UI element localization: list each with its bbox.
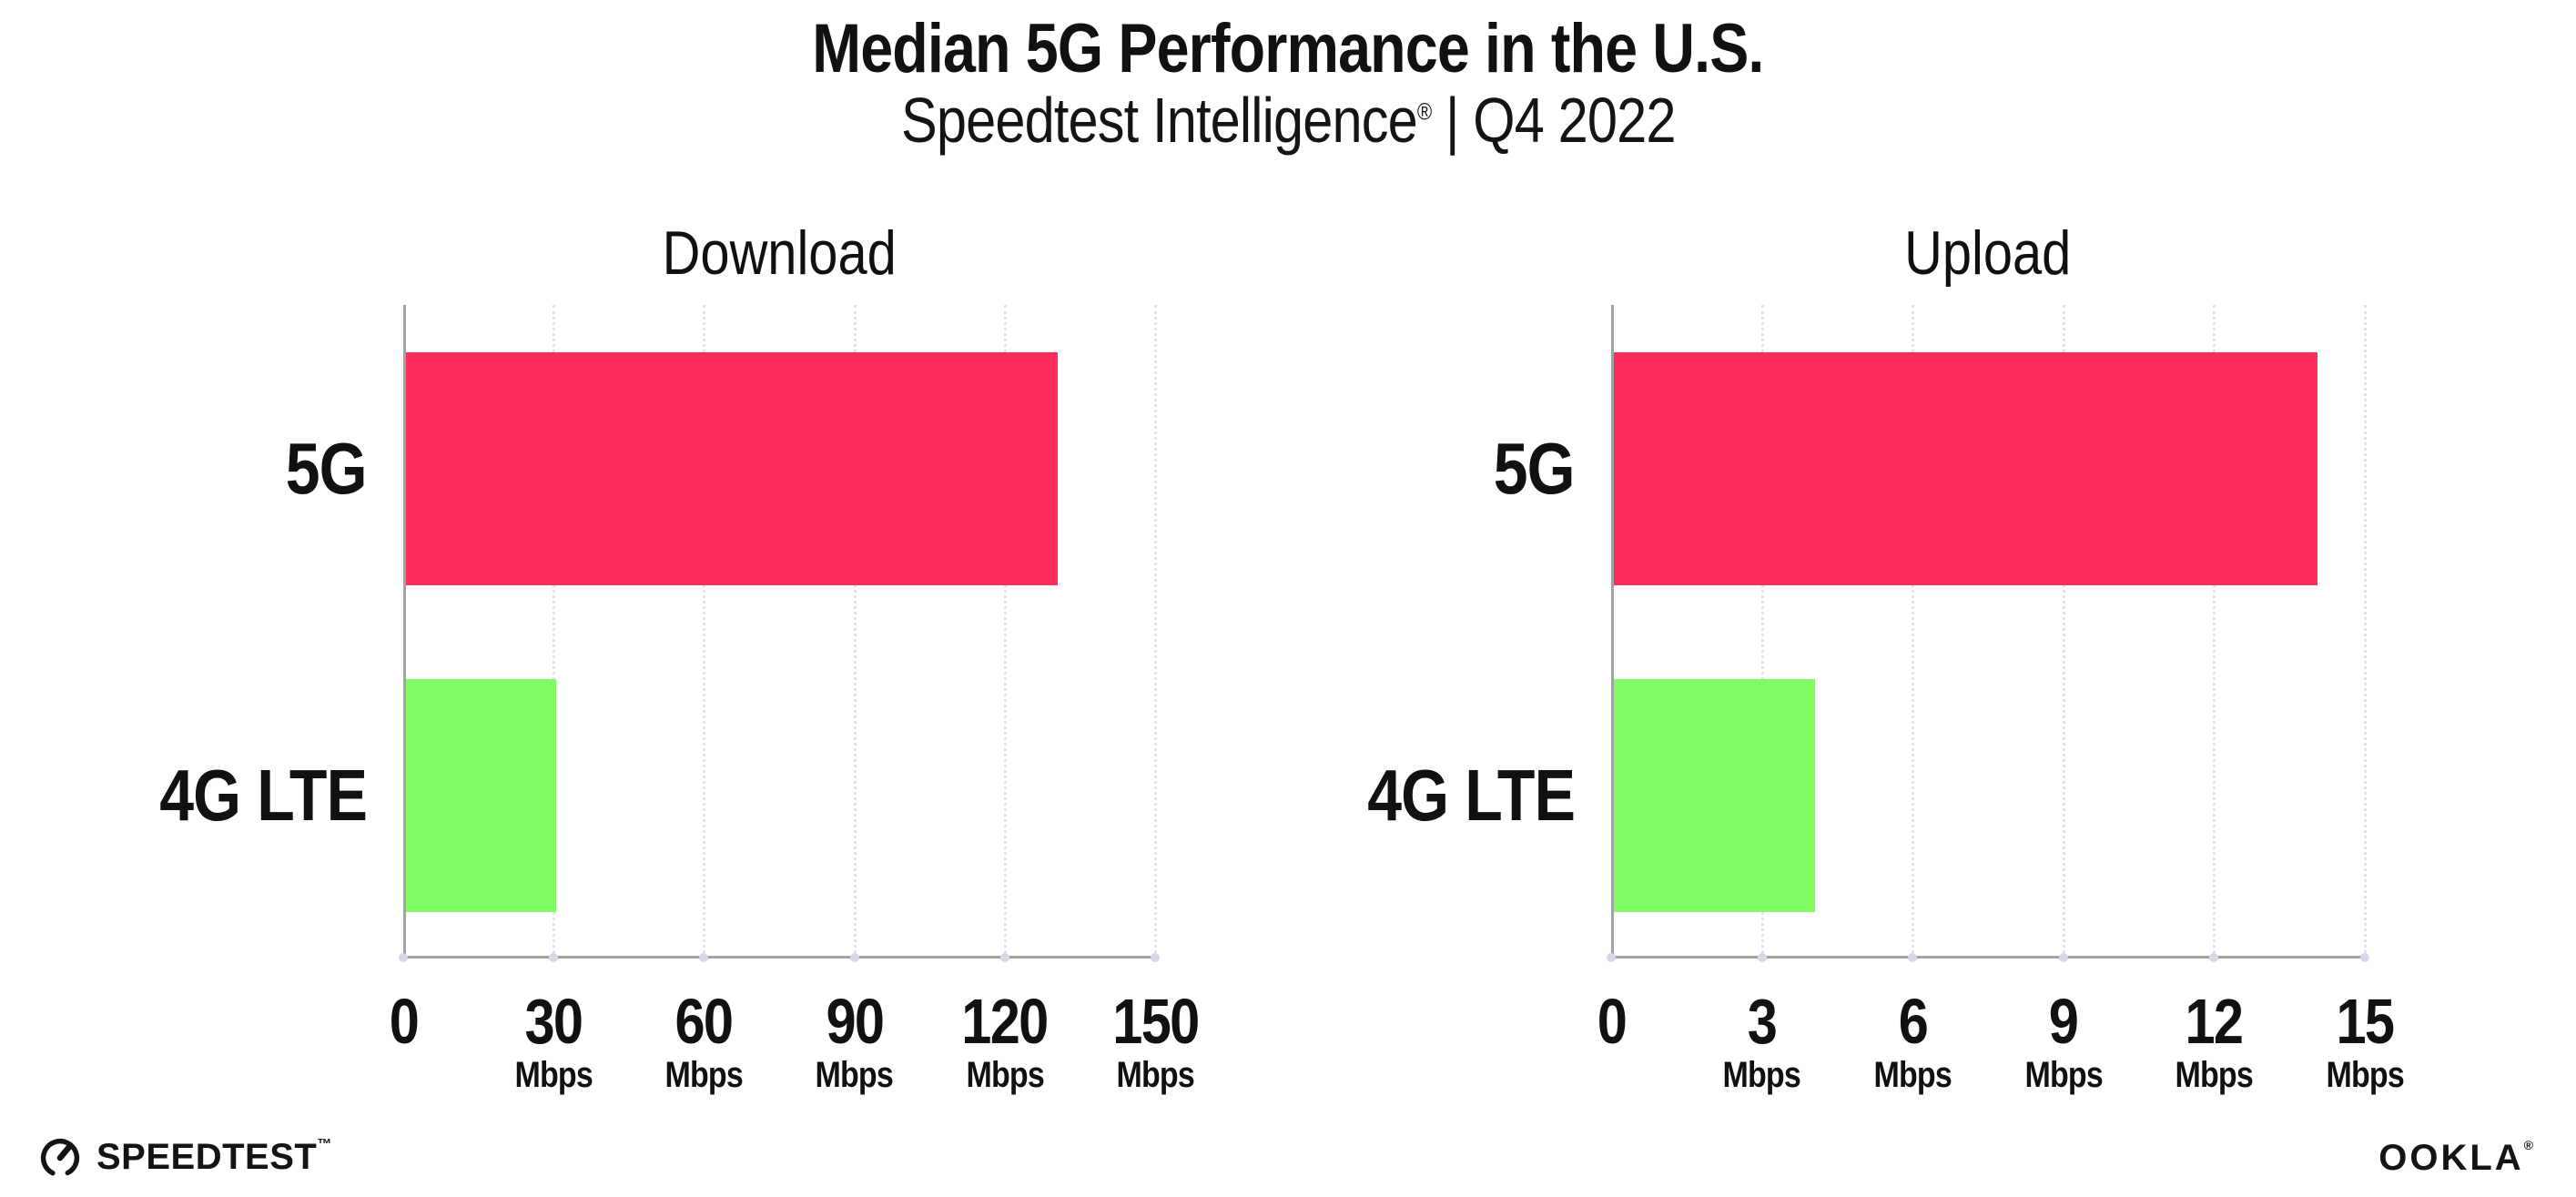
tick-dot-15 — [2360, 953, 2369, 962]
download-tick-unit-90: Mbps — [755, 1054, 955, 1096]
gridline-90 — [853, 305, 857, 959]
gridline-60 — [703, 305, 706, 959]
upload-category-label-text: 4G LTE — [1367, 754, 1576, 836]
page-title-text: Median 5G Performance in the U.S. — [812, 10, 1764, 87]
upload-category-label-text: 5G — [1493, 427, 1576, 509]
download-category-label-5g: 5G — [39, 419, 368, 519]
upload-tick-unit-3: Mbps — [1662, 1054, 1862, 1096]
gridline-3 — [1760, 305, 1764, 959]
tick-dot-0 — [1607, 953, 1616, 962]
registered-mark: ® — [1416, 97, 1432, 126]
upload-tick-label-text: 15 — [2336, 986, 2395, 1057]
download-plot-area — [403, 305, 1155, 959]
download-tick-label-0: 0 — [303, 985, 503, 1058]
download-tick-label-150: 150 — [1055, 985, 1255, 1058]
upload-tick-label-6: 6 — [1812, 985, 2013, 1058]
download-tick-label-text: 90 — [826, 986, 884, 1057]
upload-tick-unit-15: Mbps — [2265, 1054, 2465, 1096]
speedtest-logo: SPEEDTEST™ — [36, 1131, 332, 1182]
upload-tick-unit-6: Mbps — [1812, 1054, 2013, 1096]
download-tick-label-text: 30 — [524, 986, 583, 1057]
tick-dot-6 — [1908, 953, 1918, 962]
gridline-12 — [2213, 305, 2216, 959]
download-tick-unit-60: Mbps — [603, 1054, 804, 1096]
upload-chart-title-text: Upload — [1904, 218, 2072, 288]
registered-mark: ® — [2523, 1138, 2536, 1152]
upload-tick-label-text: 6 — [1898, 986, 1928, 1057]
download-chart-title: Download — [403, 217, 1155, 289]
upload-tick-unit-text: Mbps — [2326, 1055, 2404, 1095]
upload-tick-unit-text: Mbps — [1722, 1055, 1801, 1095]
download-tick-label-90: 90 — [755, 985, 955, 1058]
upload-tick-unit-text: Mbps — [2175, 1055, 2254, 1095]
gridline-120 — [1003, 305, 1007, 959]
speedtest-wordmark: SPEEDTEST™ — [96, 1136, 332, 1177]
tick-dot-90 — [849, 953, 859, 962]
download-tick-unit-text: Mbps — [815, 1055, 894, 1095]
upload-category-label-4g-lte: 4G LTE — [1247, 746, 1576, 846]
upload-tick-unit-9: Mbps — [1963, 1054, 2164, 1096]
download-tick-label-30: 30 — [453, 985, 654, 1058]
tick-dot-60 — [699, 953, 709, 962]
upload-tick-unit-12: Mbps — [2114, 1054, 2314, 1096]
upload-tick-label-text: 3 — [1747, 986, 1778, 1057]
download-tick-unit-120: Mbps — [905, 1054, 1105, 1096]
gridline-15 — [2364, 305, 2367, 959]
upload-tick-label-text: 0 — [1597, 986, 1627, 1057]
upload-category-label-5g: 5G — [1247, 419, 1576, 519]
download-tick-label-text: 60 — [674, 986, 734, 1057]
ookla-wordmark: OOKLA® — [2378, 1138, 2536, 1178]
upload-tick-label-3: 3 — [1662, 985, 1862, 1058]
gridline-6 — [1912, 305, 1915, 959]
upload-tick-unit-text: Mbps — [1873, 1055, 1952, 1095]
download-bar-4g-lte — [406, 678, 556, 912]
page-subtitle: Speedtest Intelligence® | Q4 2022 — [0, 84, 2576, 157]
upload-tick-label-text: 12 — [2185, 986, 2244, 1057]
download-bar-5g — [406, 351, 1058, 585]
upload-tick-label-9: 9 — [1963, 985, 2164, 1058]
upload-tick-unit-text: Mbps — [2024, 1055, 2103, 1095]
download-tick-label-60: 60 — [603, 985, 804, 1058]
upload-plot-area — [1611, 305, 2365, 959]
tick-dot-9 — [2058, 953, 2068, 962]
upload-bar-4g-lte — [1614, 678, 1815, 912]
download-tick-label-120: 120 — [905, 985, 1105, 1058]
download-tick-unit-text: Mbps — [664, 1055, 744, 1095]
tick-dot-120 — [999, 953, 1009, 962]
tick-dot-0 — [399, 953, 408, 962]
tick-dot-3 — [1757, 953, 1767, 962]
download-chart-title-text: Download — [662, 218, 897, 288]
speedtest-gauge-icon — [40, 1138, 80, 1178]
upload-bar-5g — [1614, 351, 2317, 585]
tick-dot-150 — [1151, 953, 1160, 962]
download-tick-unit-text: Mbps — [514, 1055, 593, 1095]
upload-tick-label-15: 15 — [2265, 985, 2465, 1058]
gridline-150 — [1154, 305, 1157, 959]
download-tick-unit-text: Mbps — [966, 1055, 1044, 1095]
trademark-mark: ™ — [317, 1136, 332, 1152]
download-category-label-text: 5G — [285, 427, 368, 509]
download-tick-unit-150: Mbps — [1055, 1054, 1255, 1096]
download-tick-unit-30: Mbps — [453, 1054, 654, 1096]
ookla-logo: OOKLA® — [2378, 1138, 2536, 1179]
tick-dot-30 — [549, 953, 559, 962]
download-tick-unit-text: Mbps — [1116, 1055, 1194, 1095]
upload-tick-label-12: 12 — [2114, 985, 2314, 1058]
download-tick-label-text: 0 — [389, 986, 419, 1057]
upload-tick-label-0: 0 — [1511, 985, 1711, 1058]
download-category-label-4g-lte: 4G LTE — [39, 746, 368, 846]
page-title: Median 5G Performance in the U.S. — [0, 9, 2576, 88]
download-category-label-text: 4G LTE — [159, 754, 368, 836]
gridline-9 — [2062, 305, 2065, 959]
page-subtitle-text: Speedtest Intelligence® | Q4 2022 — [900, 85, 1676, 156]
tick-dot-12 — [2209, 953, 2219, 962]
upload-chart-title: Upload — [1611, 217, 2365, 289]
download-tick-label-text: 150 — [1111, 986, 1200, 1057]
gridline-30 — [553, 305, 556, 959]
upload-tick-label-text: 9 — [2049, 986, 2079, 1057]
download-tick-label-text: 120 — [961, 986, 1050, 1057]
